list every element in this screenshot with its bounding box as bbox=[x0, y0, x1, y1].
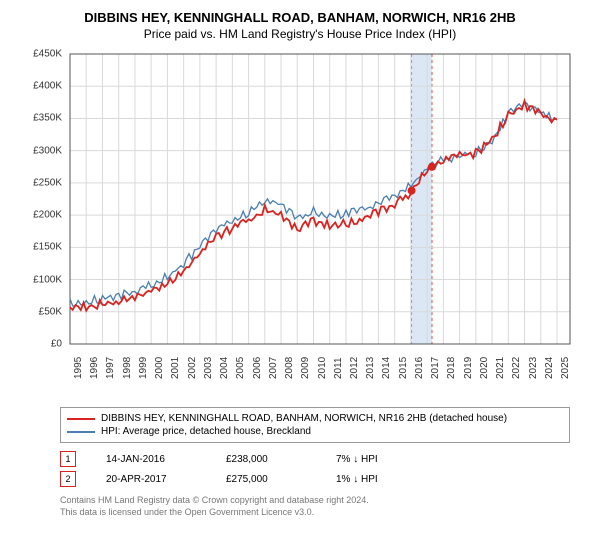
legend-swatch bbox=[67, 418, 95, 420]
x-axis-label: 2022 bbox=[511, 357, 522, 379]
x-axis-label: 2007 bbox=[268, 357, 279, 379]
chart-area: 12 £0 £50K £100K £150K £200K £250K £300K £350K £… bbox=[20, 49, 580, 399]
footer-line-1: Contains HM Land Registry data © Crown c… bbox=[60, 495, 570, 507]
event-date: 20-APR-2017 bbox=[106, 474, 196, 485]
x-axis-label: 2021 bbox=[495, 357, 506, 379]
x-axis-label: 2014 bbox=[381, 357, 392, 379]
y-axis-label: £300K bbox=[33, 145, 62, 156]
x-axis-label: 2011 bbox=[333, 357, 344, 379]
event-row: 1 14-JAN-2016 £238,000 7% ↓ HPI bbox=[60, 449, 570, 469]
x-axis-label: 2012 bbox=[349, 357, 360, 379]
event-table: 1 14-JAN-2016 £238,000 7% ↓ HPI 2 20-APR-2017… bbox=[60, 449, 570, 489]
x-axis-label: 2005 bbox=[235, 357, 246, 379]
y-axis-label: £450K bbox=[33, 49, 62, 60]
x-axis-label: 1998 bbox=[122, 357, 133, 379]
legend-item: HPI: Average price, detached house, Brec… bbox=[67, 425, 563, 438]
x-axis-label: 1995 bbox=[73, 357, 84, 379]
x-axis-label: 2023 bbox=[528, 357, 539, 379]
x-axis-label: 2017 bbox=[430, 357, 441, 379]
x-axis-label: 2015 bbox=[398, 357, 409, 379]
event-price: £238,000 bbox=[226, 454, 306, 465]
y-axis-label: £350K bbox=[33, 113, 62, 124]
x-axis-label: 2003 bbox=[203, 357, 214, 379]
footer-attribution: Contains HM Land Registry data © Crown c… bbox=[60, 495, 570, 518]
x-axis-label: 1999 bbox=[138, 357, 149, 379]
x-axis-label: 2004 bbox=[219, 357, 230, 379]
legend-label: HPI: Average price, detached house, Brec… bbox=[101, 426, 311, 437]
x-axis-label: 2006 bbox=[252, 357, 263, 379]
x-axis-label: 1997 bbox=[105, 357, 116, 379]
x-axis-label: 2001 bbox=[170, 357, 181, 379]
legend-label: DIBBINS HEY, KENNINGHALL ROAD, BANHAM, N… bbox=[101, 413, 507, 424]
chart-title-block: DIBBINS HEY, KENNINGHALL ROAD, BANHAM, N… bbox=[10, 10, 590, 41]
x-axis-label: 2025 bbox=[560, 357, 571, 379]
x-axis-label: 2016 bbox=[414, 357, 425, 379]
y-axis-label: £100K bbox=[33, 274, 62, 285]
legend-swatch bbox=[67, 431, 95, 433]
y-axis-label: £0 bbox=[51, 339, 62, 350]
event-diff: 1% ↓ HPI bbox=[336, 474, 378, 485]
y-axis-label: £400K bbox=[33, 81, 62, 92]
legend-box: DIBBINS HEY, KENNINGHALL ROAD, BANHAM, N… bbox=[60, 407, 570, 443]
x-axis-label: 2019 bbox=[463, 357, 474, 379]
x-axis-label: 2000 bbox=[154, 357, 165, 379]
chart-svg: 12 bbox=[20, 49, 580, 399]
x-axis-label: 2009 bbox=[300, 357, 311, 379]
x-axis-label: 2018 bbox=[446, 357, 457, 379]
event-diff: 7% ↓ HPI bbox=[336, 454, 378, 465]
event-price: £275,000 bbox=[226, 474, 306, 485]
x-axis-label: 2020 bbox=[479, 357, 490, 379]
x-axis-label: 2010 bbox=[317, 357, 328, 379]
event-marker-icon: 1 bbox=[60, 451, 76, 467]
x-axis-label: 1996 bbox=[89, 357, 100, 379]
title-line-1: DIBBINS HEY, KENNINGHALL ROAD, BANHAM, N… bbox=[10, 10, 590, 25]
event-date: 14-JAN-2016 bbox=[106, 454, 196, 465]
y-axis-label: £150K bbox=[33, 242, 62, 253]
legend-item: DIBBINS HEY, KENNINGHALL ROAD, BANHAM, N… bbox=[67, 412, 563, 425]
footer-line-2: This data is licensed under the Open Gov… bbox=[60, 507, 570, 519]
y-axis-label: £50K bbox=[39, 306, 62, 317]
event-row: 2 20-APR-2017 £275,000 1% ↓ HPI bbox=[60, 469, 570, 489]
y-axis-label: £250K bbox=[33, 177, 62, 188]
x-axis-label: 2002 bbox=[187, 357, 198, 379]
y-axis-label: £200K bbox=[33, 210, 62, 221]
x-axis-label: 2008 bbox=[284, 357, 295, 379]
title-line-2: Price paid vs. HM Land Registry's House … bbox=[10, 27, 590, 41]
event-marker-icon: 2 bbox=[60, 471, 76, 487]
x-axis-label: 2024 bbox=[544, 357, 555, 379]
x-axis-label: 2013 bbox=[365, 357, 376, 379]
